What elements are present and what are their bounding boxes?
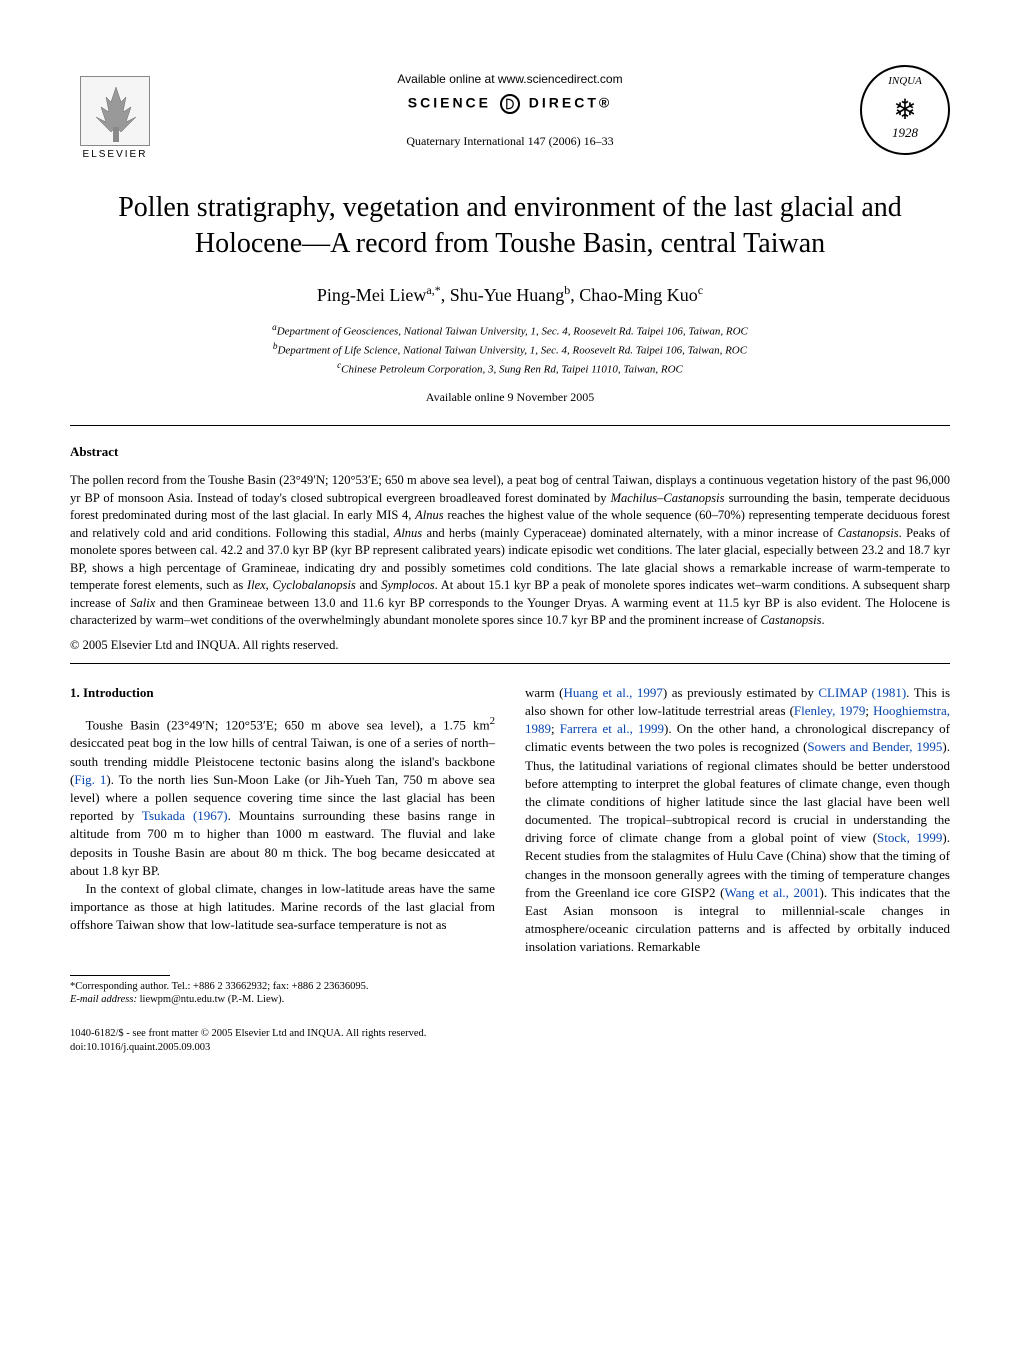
abstract-heading: Abstract	[70, 444, 950, 460]
journal-reference: Quaternary International 147 (2006) 16–3…	[160, 134, 860, 149]
author-1-sup: a,*	[426, 283, 440, 297]
fig-1-link[interactable]: Fig. 1	[74, 772, 106, 787]
article-title: Pollen stratigraphy, vegetation and envi…	[70, 190, 950, 263]
right-column: warm (Huang et al., 1997) as previously …	[525, 684, 950, 1007]
page-header: ELSEVIER Available online at www.science…	[70, 60, 950, 160]
inqua-logo: INQUA ❄ 1928	[860, 65, 950, 155]
ref-flenley-1979[interactable]: Flenley, 1979	[794, 703, 865, 718]
snowflake-icon: ❄	[893, 93, 916, 127]
footer-doi: doi:10.1016/j.quaint.2005.09.003	[70, 1041, 950, 1056]
direct-label: DIRECT®	[529, 94, 612, 110]
ref-wang-2001[interactable]: Wang et al., 2001	[724, 885, 819, 900]
authors-line: Ping-Mei Liewa,*, Shu-Yue Huangb, Chao-M…	[70, 283, 950, 306]
ref-farrera-1999[interactable]: Farrera et al., 1999	[560, 721, 664, 736]
available-online-date: Available online 9 November 2005	[70, 390, 950, 405]
available-online-text: Available online at www.sciencedirect.co…	[160, 72, 860, 86]
sciencedirect-d-icon	[500, 94, 520, 114]
author-2: , Shu-Yue Huang	[441, 285, 565, 305]
footer-copyright: 1040-6182/$ - see front matter © 2005 El…	[70, 1027, 950, 1042]
author-1: Ping-Mei Liew	[317, 285, 427, 305]
corresponding-tel: *Corresponding author. Tel.: +886 2 3366…	[70, 980, 495, 994]
header-center: Available online at www.sciencedirect.co…	[160, 72, 860, 149]
author-3-sup: c	[698, 283, 703, 297]
ref-climap-1981[interactable]: CLIMAP (1981)	[818, 685, 906, 700]
intro-para-continued: warm (Huang et al., 1997) as previously …	[525, 684, 950, 957]
affiliation-a: aDepartment of Geosciences, National Tai…	[70, 321, 950, 340]
corresponding-author-footnote: *Corresponding author. Tel.: +886 2 3366…	[70, 980, 495, 1007]
ref-tsukada-1967[interactable]: Tsukada (1967)	[142, 808, 228, 823]
body-columns: 1. Introduction Toushe Basin (23°49′N; 1…	[70, 684, 950, 1007]
abstract-body: The pollen record from the Toushe Basin …	[70, 472, 950, 630]
footer-info: 1040-6182/$ - see front matter © 2005 El…	[70, 1027, 950, 1056]
divider	[70, 425, 950, 426]
inqua-label: INQUA	[888, 75, 922, 87]
copyright-line: © 2005 Elsevier Ltd and INQUA. All right…	[70, 638, 950, 653]
affiliation-c: cChinese Petroleum Corporation, 3, Sung …	[70, 359, 950, 378]
intro-heading: 1. Introduction	[70, 684, 495, 702]
elsevier-tree-icon	[80, 76, 150, 146]
elsevier-label: ELSEVIER	[83, 149, 148, 160]
ref-stock-1999[interactable]: Stock, 1999	[877, 830, 942, 845]
intro-para-2: In the context of global climate, change…	[70, 880, 495, 935]
footnote-divider	[70, 975, 170, 976]
affiliation-b: bDepartment of Life Science, National Ta…	[70, 340, 950, 359]
inqua-year: 1928	[892, 125, 918, 141]
science-direct-logo: SCIENCE DIRECT®	[160, 94, 860, 114]
left-column: 1. Introduction Toushe Basin (23°49′N; 1…	[70, 684, 495, 1007]
ref-huang-1997[interactable]: Huang et al., 1997	[563, 685, 662, 700]
author-3: , Chao-Ming Kuo	[570, 285, 698, 305]
ref-sowers-bender-1995[interactable]: Sowers and Bender, 1995	[807, 739, 942, 754]
science-label: SCIENCE	[408, 94, 491, 110]
elsevier-logo: ELSEVIER	[70, 60, 160, 160]
intro-para-1: Toushe Basin (23°49′N; 120°53′E; 650 m a…	[70, 714, 495, 880]
divider	[70, 663, 950, 664]
affiliations: aDepartment of Geosciences, National Tai…	[70, 321, 950, 378]
corresponding-email: E-mail address: liewpm@ntu.edu.tw (P.-M.…	[70, 993, 495, 1007]
